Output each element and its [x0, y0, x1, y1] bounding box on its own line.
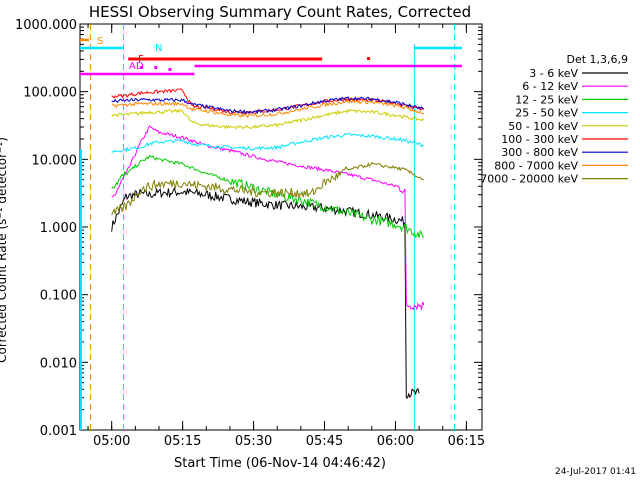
- series-line-4: [111, 108, 425, 130]
- y-tick-label: 0.001: [40, 424, 77, 439]
- flag-decimation-dot: [168, 68, 172, 71]
- legend-label: 300 - 800 keV: [501, 146, 578, 159]
- y-tick-label: 100.000: [23, 86, 77, 101]
- flag-decimation-dot: [140, 66, 144, 69]
- x-tick-label: 06:15: [448, 434, 485, 449]
- flag-decimation-dot: [154, 66, 158, 69]
- legend-title: Det 1,3,6,9: [566, 53, 628, 66]
- series-line-2: [111, 154, 425, 239]
- y-axis-label: Corrected Count Rate (s⁻¹ detector⁻¹): [0, 137, 9, 363]
- series-line-7: [111, 99, 425, 119]
- y-tick-label: 10.000: [32, 153, 78, 168]
- series-line-1: [111, 125, 425, 311]
- y-tick-label: 1.000: [40, 221, 77, 236]
- flag-flare-label: F: [138, 54, 144, 65]
- plot-frame: [79, 23, 483, 431]
- x-tick-label: 06:00: [377, 434, 414, 449]
- flag-flare-dot: [367, 57, 371, 60]
- y-tick-label: 0.100: [40, 289, 77, 304]
- x-tick-label: 05:15: [164, 434, 201, 449]
- series-line-8: [111, 161, 424, 216]
- series-line-3: [111, 132, 424, 154]
- legend-label: 7000 - 20000 keV: [480, 173, 578, 186]
- legend-label: 3 - 6 keV: [529, 67, 578, 80]
- flag-saa-label: S: [97, 36, 103, 47]
- legend-label: 6 - 12 keV: [522, 80, 578, 93]
- flag-night-label: N: [155, 43, 162, 54]
- series-line-6: [111, 96, 424, 115]
- x-tick-label: 05:45: [306, 434, 343, 449]
- legend-label: 12 - 25 keV: [515, 93, 578, 106]
- footer-timestamp: 24-Jul-2017 01:41: [555, 467, 636, 477]
- legend-label: 100 - 300 keV: [501, 133, 578, 146]
- x-tick-label: 05:00: [93, 434, 130, 449]
- legend-label: 800 - 7000 keV: [494, 159, 578, 172]
- legend-label: 50 - 100 keV: [508, 120, 578, 133]
- series-line-5: [111, 88, 425, 115]
- chart-title: HESSI Observing Summary Count Rates, Cor…: [89, 3, 471, 21]
- y-tick-label: 1000.000: [15, 18, 77, 33]
- plot-area: 1000.000 100.000 10.000 1.000 0.100 0.010 0.00…: [15, 18, 485, 449]
- series-line-0: [111, 186, 420, 399]
- y-tick-label: 0.010: [40, 356, 77, 371]
- x-axis-label: Start Time (06-Nov-14 04:46:42): [174, 456, 386, 471]
- x-tick-label: 05:30: [235, 434, 272, 449]
- flag-decimation-label: AD: [129, 61, 144, 72]
- legend-label: 25 - 50 keV: [515, 107, 578, 120]
